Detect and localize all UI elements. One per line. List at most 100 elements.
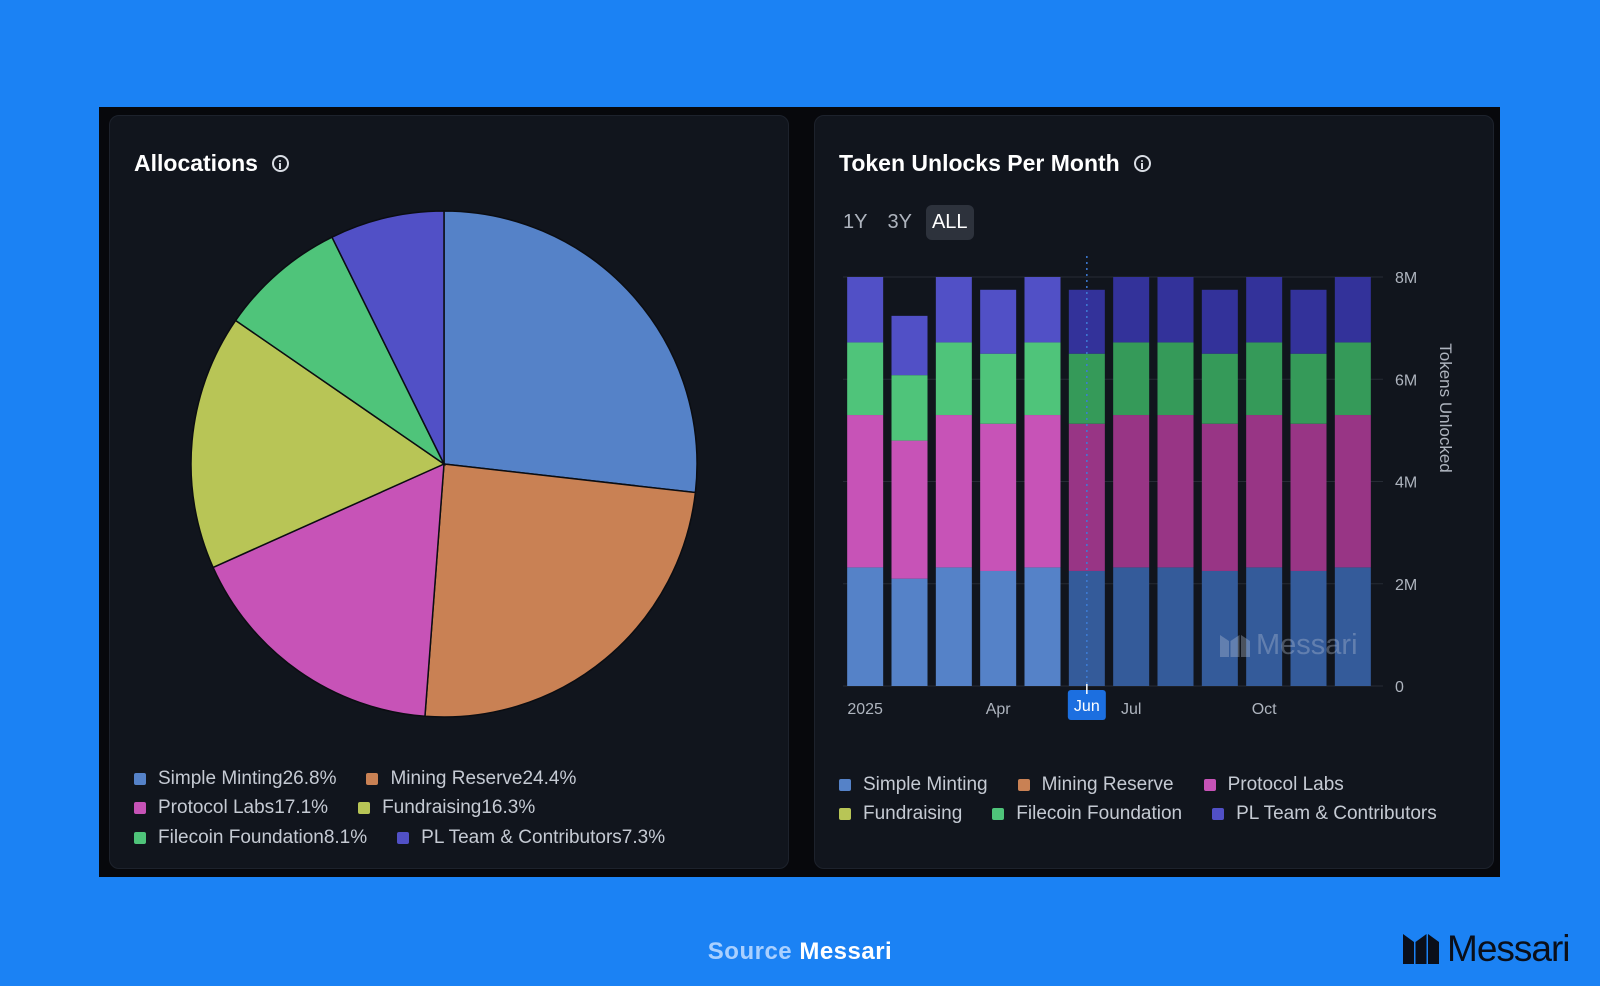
- legend-item-protocol-labs[interactable]: Protocol Labs 17.1%: [134, 797, 328, 819]
- bar-segment-protocol-labs[interactable]: [1246, 415, 1283, 568]
- x-tick-label: Jun: [1074, 698, 1100, 715]
- bar-segment-protocol-labs[interactable]: [935, 415, 972, 568]
- legend-item-pl-team-contributors[interactable]: PL Team & Contributors 7.3%: [397, 827, 665, 849]
- bar-segment-simple-minting[interactable]: [1246, 567, 1283, 686]
- range-button-1y[interactable]: 1Y: [843, 211, 868, 233]
- legend-item-simple-minting[interactable]: Simple Minting 26.8%: [134, 768, 336, 790]
- bar-segment-protocol-labs[interactable]: [1334, 415, 1371, 568]
- range-button-all[interactable]: ALL: [925, 205, 974, 240]
- bar-segment-pl-team-contributors[interactable]: [1246, 277, 1283, 343]
- pie-slice-protocol-labs[interactable]: [212, 462, 445, 718]
- bar-segment-filecoin-foundation[interactable]: [1246, 342, 1283, 416]
- bar-segment-simple-minting[interactable]: [980, 570, 1017, 686]
- bar-segment-pl-team-contributors[interactable]: [935, 277, 972, 343]
- bar-segment-simple-minting[interactable]: [935, 567, 972, 686]
- bar-segment-filecoin-foundation[interactable]: [1201, 353, 1238, 424]
- info-icon[interactable]: [271, 155, 289, 172]
- legend-row: Simple Minting Mining Reserve Protocol Lab…: [839, 770, 1467, 800]
- bar-stack-2025-07[interactable]: [1113, 277, 1150, 686]
- pie-slice-pl-team-contributors[interactable]: [330, 210, 445, 465]
- legend-swatch: [1017, 778, 1030, 791]
- bar-segment-simple-minting[interactable]: [891, 578, 928, 686]
- bar-segment-protocol-labs[interactable]: [1290, 423, 1327, 571]
- chart-watermark: Messari: [1220, 629, 1358, 662]
- legend-item-fundraising[interactable]: Fundraising: [839, 803, 962, 825]
- bar-segment-pl-team-contributors[interactable]: [1068, 289, 1105, 354]
- legend-item-filecoin-foundation[interactable]: Filecoin Foundation: [992, 803, 1182, 825]
- legend-percent: 24.4%: [522, 767, 577, 789]
- bar-segment-protocol-labs[interactable]: [1201, 423, 1238, 571]
- bar-stack-2025-09[interactable]: [1201, 289, 1238, 686]
- bar-segment-filecoin-foundation[interactable]: [935, 342, 972, 416]
- legend-swatch: [358, 802, 371, 815]
- legend-percent: 16.3%: [481, 797, 536, 819]
- bar-segment-simple-minting[interactable]: [1113, 567, 1150, 686]
- bar-segment-filecoin-foundation[interactable]: [1024, 342, 1061, 416]
- bar-segment-simple-minting[interactable]: [1201, 570, 1238, 686]
- x-tick-label: Jul: [1121, 701, 1141, 718]
- x-tick-highlight: [1067, 690, 1106, 720]
- bar-segment-filecoin-foundation[interactable]: [1113, 342, 1150, 416]
- bar-stack-2025-11[interactable]: [1290, 289, 1327, 686]
- bar-stack-2025-04[interactable]: [980, 289, 1017, 686]
- source-caption: Source Messari: [0, 938, 1600, 966]
- bar-segment-pl-team-contributors[interactable]: [1290, 289, 1327, 354]
- bar-segment-pl-team-contributors[interactable]: [847, 277, 884, 343]
- legend-percent: 26.8%: [282, 767, 337, 789]
- bar-stack-2025-03[interactable]: [935, 277, 972, 686]
- legend-swatch: [839, 808, 851, 821]
- legend-item-fundraising[interactable]: Fundraising 16.3%: [358, 797, 535, 819]
- bar-segment-pl-team-contributors[interactable]: [1157, 277, 1194, 343]
- bar-stack-2025-02[interactable]: [891, 315, 928, 686]
- pie-slice-mining-reserve[interactable]: [424, 463, 697, 718]
- legend-row: Filecoin Foundation 8.1% PL Team & Contri…: [134, 823, 695, 853]
- bar-segment-filecoin-foundation[interactable]: [1290, 353, 1327, 424]
- bar-segment-filecoin-foundation[interactable]: [891, 375, 928, 441]
- legend-item-simple-minting[interactable]: Simple Minting: [839, 774, 988, 796]
- y-tick-label: 2M: [1395, 577, 1417, 594]
- token-unlocks-bar-chart: 0 2M 4M 6M 8M Tokens Unlocked 2025 Apr Jun Jul Oct: [843, 256, 1455, 720]
- bar-segment-pl-team-contributors[interactable]: [980, 289, 1017, 354]
- legend-item-mining-reserve[interactable]: Mining Reserve: [1017, 774, 1174, 796]
- bar-segment-pl-team-contributors[interactable]: [1334, 277, 1371, 343]
- allocations-legend: Simple Minting 26.8% Mining Reserve 24.4%…: [134, 764, 695, 853]
- bar-segment-pl-team-contributors[interactable]: [1201, 289, 1238, 354]
- legend-item-protocol-labs[interactable]: Protocol Labs: [1203, 774, 1344, 796]
- bar-segment-filecoin-foundation[interactable]: [847, 342, 884, 416]
- bar-segment-pl-team-contributors[interactable]: [891, 315, 928, 376]
- bar-segment-simple-minting[interactable]: [1290, 570, 1327, 686]
- bar-segment-protocol-labs[interactable]: [847, 415, 884, 568]
- bar-segment-filecoin-foundation[interactable]: [980, 353, 1017, 424]
- bar-stack-2025-12[interactable]: [1334, 277, 1371, 686]
- bar-stack-2025-01[interactable]: [847, 277, 884, 686]
- legend-item-mining-reserve[interactable]: Mining Reserve 24.4%: [366, 768, 576, 790]
- bar-segment-filecoin-foundation[interactable]: [1334, 342, 1371, 416]
- bar-segment-protocol-labs[interactable]: [980, 423, 1017, 571]
- info-icon[interactable]: [1133, 155, 1151, 172]
- bar-segment-protocol-labs[interactable]: [1113, 415, 1150, 568]
- x-tick-label: 2025: [847, 701, 883, 718]
- bar-segment-protocol-labs[interactable]: [1024, 415, 1061, 568]
- legend-label: Filecoin Foundation: [158, 826, 324, 848]
- bar-segment-simple-minting[interactable]: [1157, 567, 1194, 686]
- bar-segment-simple-minting[interactable]: [1024, 567, 1061, 686]
- bar-stack-2025-05[interactable]: [1024, 277, 1061, 686]
- bar-segment-filecoin-foundation[interactable]: [1157, 342, 1194, 416]
- pie-slice-simple-minting[interactable]: [443, 210, 698, 494]
- bar-stack-2025-06[interactable]: [1068, 289, 1105, 686]
- bar-segment-protocol-labs[interactable]: [891, 440, 928, 579]
- pie-slice-filecoin-foundation[interactable]: [234, 236, 446, 467]
- bar-segment-simple-minting[interactable]: [1334, 567, 1371, 686]
- range-button-3y[interactable]: 3Y: [887, 211, 912, 233]
- legend-item-filecoin-foundation[interactable]: Filecoin Foundation 8.1%: [134, 827, 367, 849]
- allocations-panel: Allocations Simple Minting 26.8% Mining R…: [109, 115, 789, 869]
- legend-item-pl-team-contributors[interactable]: PL Team & Contributors: [1212, 803, 1437, 825]
- watermark-text: Messari: [1256, 629, 1358, 661]
- pie-slice-fundraising[interactable]: [190, 319, 446, 569]
- bar-segment-protocol-labs[interactable]: [1157, 415, 1194, 568]
- bar-segment-pl-team-contributors[interactable]: [1024, 277, 1061, 343]
- bar-segment-simple-minting[interactable]: [847, 567, 884, 686]
- bar-segment-pl-team-contributors[interactable]: [1113, 277, 1150, 343]
- bar-stack-2025-08[interactable]: [1157, 277, 1194, 686]
- bar-stack-2025-10[interactable]: [1246, 277, 1283, 686]
